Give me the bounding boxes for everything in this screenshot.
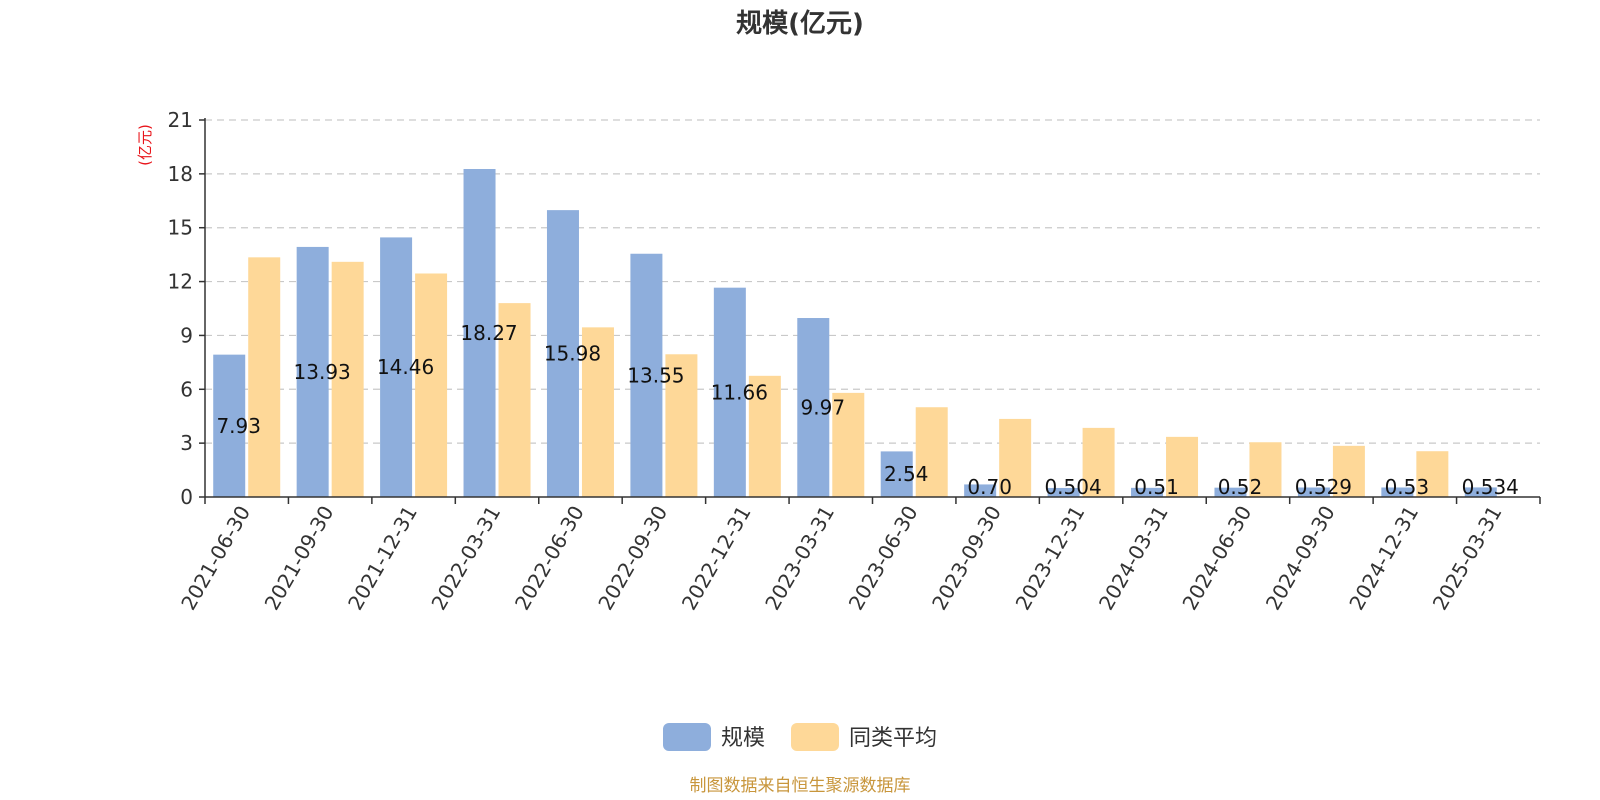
x-tick-label-7: 2023-03-31: [760, 502, 839, 615]
bar-peer-average-13: [1332, 445, 1365, 497]
bar-scale-4: [546, 210, 579, 497]
bar-peer-average-7: [832, 392, 865, 497]
y-tick-label-4: 12: [168, 270, 193, 294]
data-label-3: 18.27: [460, 321, 517, 345]
data-label-13: 0.529: [1295, 475, 1352, 499]
data-label-5: 13.55: [627, 363, 684, 387]
bar-scale-11: [1131, 487, 1164, 497]
bar-scale-0: [213, 354, 246, 497]
y-axis-unit-label: (亿元): [136, 124, 154, 166]
data-label-15: 0.534: [1462, 475, 1519, 499]
bar-scale-15: [1464, 487, 1497, 497]
x-tick-label-2: 2021-12-31: [343, 502, 422, 615]
y-tick-label-2: 6: [180, 377, 193, 401]
bar-scale-5: [630, 253, 663, 497]
legend-label-0: 规模: [721, 726, 765, 751]
bar-peer-average-3: [498, 303, 531, 497]
axes: 0 3 6 9 12 15 18 21 2021-06-30 2021-09-30 2021-12-…: [168, 108, 1541, 615]
bar-peer-average-10: [1082, 427, 1115, 497]
bar-scale-8: [880, 451, 913, 497]
x-tick-label-3: 2022-03-31: [426, 502, 505, 615]
bar-peer-average-14: [1416, 451, 1449, 497]
bars: [213, 169, 1497, 497]
bar-peer-average-11: [1166, 436, 1199, 497]
legend-label-1: 同类平均: [849, 726, 937, 751]
x-tick-label-9: 2023-09-30: [927, 502, 1006, 615]
data-label-4: 15.98: [544, 342, 601, 366]
y-tick-label-0: 0: [180, 485, 193, 509]
x-tick-label-10: 2023-12-31: [1011, 502, 1090, 615]
bar-peer-average-5: [665, 354, 698, 497]
x-tick-label-15: 2025-03-31: [1428, 502, 1507, 615]
data-label-1: 13.93: [294, 360, 351, 384]
bar-scale-10: [1047, 487, 1080, 497]
bar-peer-average-9: [999, 418, 1032, 497]
bar-scale-7: [797, 318, 830, 497]
legend-swatch-0: [663, 723, 711, 751]
x-tick-label-5: 2022-09-30: [593, 502, 672, 615]
y-tick-label-3: 9: [180, 323, 193, 347]
bar-scale-2: [380, 237, 413, 497]
bar-scale-13: [1297, 487, 1330, 497]
y-tick-label-5: 15: [168, 216, 193, 240]
x-tick-label-12: 2024-06-30: [1177, 502, 1256, 615]
x-tick-label-13: 2024-09-30: [1261, 502, 1340, 615]
data-label-12: 0.52: [1218, 475, 1263, 499]
source-note: 制图数据来自恒生聚源数据库: [690, 776, 911, 796]
x-tick-label-4: 2022-06-30: [510, 502, 589, 615]
y-tick-label-6: 18: [168, 162, 193, 186]
bar-peer-average-2: [415, 273, 448, 497]
data-label-2: 14.46: [377, 355, 434, 379]
y-tick-label-1: 3: [180, 431, 193, 455]
x-tick-label-0: 2021-06-30: [176, 502, 255, 615]
bar-peer-average-6: [748, 375, 781, 497]
data-label-11: 0.51: [1134, 475, 1179, 499]
bar-scale-12: [1214, 487, 1247, 497]
bar-scale-1: [296, 246, 329, 497]
bar-peer-average-8: [915, 407, 948, 497]
x-tick-label-8: 2023-06-30: [844, 502, 923, 615]
data-label-9: 0.70: [967, 475, 1012, 499]
y-tick-label-7: 21: [168, 108, 193, 132]
bar-scale-3: [463, 169, 496, 497]
data-label-6: 11.66: [711, 380, 768, 404]
bar-scale-14: [1381, 487, 1414, 497]
legend-swatch-1: [791, 723, 839, 751]
data-label-0: 7.93: [216, 414, 261, 438]
chart-title: 规模(亿元): [736, 9, 864, 39]
data-label-7: 9.97: [801, 396, 846, 420]
x-tick-label-6: 2022-12-31: [677, 502, 756, 615]
bar-peer-average-12: [1249, 442, 1282, 497]
data-label-14: 0.53: [1385, 475, 1430, 499]
data-label-8: 2.54: [884, 462, 929, 486]
bar-peer-average-1: [331, 261, 364, 497]
data-labels: 7.93 13.93 14.46 18.27 15.98 13.55 11.66 9.97 2.…: [216, 321, 1518, 499]
x-tick-label-1: 2021-09-30: [260, 502, 339, 615]
bar-scale-9: [964, 484, 997, 497]
legend: 规模 同类平均: [663, 723, 937, 751]
x-tick-label-11: 2024-03-31: [1094, 502, 1173, 615]
bar-peer-average-0: [248, 257, 281, 497]
x-tick-label-14: 2024-12-31: [1344, 502, 1423, 615]
bar-peer-average-4: [581, 327, 614, 497]
data-label-10: 0.504: [1044, 475, 1101, 499]
bar-scale-6: [713, 287, 746, 497]
